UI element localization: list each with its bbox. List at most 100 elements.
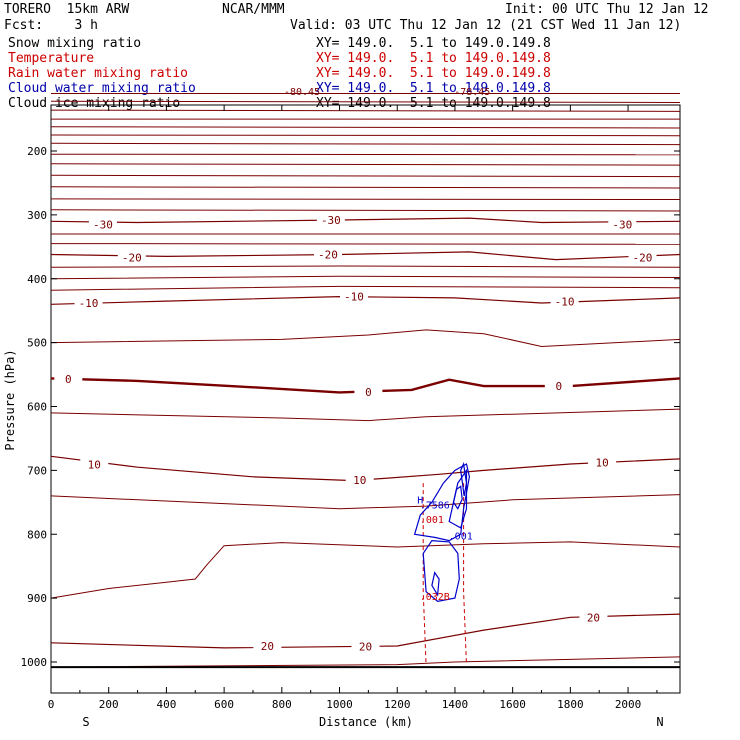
legend-xy-snow: XY= 149.0. 5.1 to 149.0.149.8 xyxy=(316,36,551,51)
x-tick-label: 1800 xyxy=(557,698,584,711)
contour-label-bg xyxy=(74,296,103,310)
contour-label: 10 xyxy=(353,474,366,487)
x-end-label-left: S xyxy=(82,715,89,729)
header-fcst: Fcst: 3 h xyxy=(4,18,98,33)
temperature-contour-line xyxy=(50,209,681,212)
legend-xy-temperature: XY= 149.0. 5.1 to 149.0.149.8 xyxy=(316,51,551,66)
cloud-water-contour xyxy=(431,571,440,597)
temperature-contour-line xyxy=(50,163,681,166)
temperature-contour-line xyxy=(50,656,681,668)
cloud-water-contour xyxy=(413,463,471,542)
temperature-contour-line xyxy=(50,186,681,189)
legend-xy-rain: XY= 149.0. 5.1 to 149.0.149.8 xyxy=(316,66,551,81)
temperature-contour-line xyxy=(50,541,681,599)
contour-label: -30 xyxy=(321,214,341,227)
temperature-contour-line xyxy=(50,174,681,178)
temperature-contour-line xyxy=(50,285,681,291)
temperature-contour-line xyxy=(50,198,681,200)
contour-label: -10 xyxy=(555,296,575,309)
x-tick-label: 200 xyxy=(99,698,119,711)
contour-label-bg xyxy=(351,639,380,653)
contour-label: 0 xyxy=(65,373,72,386)
contour-label: 20 xyxy=(261,640,274,653)
x-tick-label: 1200 xyxy=(384,698,411,711)
x-tick-label: 0 xyxy=(48,698,55,711)
legend-xy-cloud-ice: XY= 149.0. 5.1 to 149.0.149.8 xyxy=(316,96,551,111)
y-axis-label: Pressure (hPa) xyxy=(3,349,17,450)
contour-label: -10 xyxy=(344,291,364,304)
x-tick-label: 600 xyxy=(214,698,234,711)
contour-label-bg xyxy=(117,250,146,264)
legend-label-temperature: Temperature xyxy=(8,51,95,66)
y-tick-label: 500 xyxy=(27,337,47,350)
cloud-water-label: .001 xyxy=(449,531,473,542)
x-tick-label: 400 xyxy=(156,698,176,711)
contour-label-bg xyxy=(628,250,657,264)
contour-label: -30 xyxy=(93,218,113,231)
contour-label: -30 xyxy=(612,218,632,231)
legend-xy-cloud-water: XY= 149.0. 5.1 to 149.0.149.8 xyxy=(316,81,551,96)
temperature-contour-10 xyxy=(50,455,681,482)
y-tick-label: 300 xyxy=(27,209,47,222)
contour-label-bg xyxy=(588,455,617,469)
contour-label-bg xyxy=(313,247,342,261)
legend-label-cloud-water: Cloud water mixing ratio xyxy=(8,81,196,96)
x-tick-label: 800 xyxy=(272,698,292,711)
contour-label-bg xyxy=(316,212,345,226)
contour-label: 0 xyxy=(365,386,372,399)
contour-labels: -30 -30 -30 -20 -20 -20 -10 -10 -10 0 0 0 10 10 10 20 20… xyxy=(54,87,657,654)
header-org: NCAR/MMM xyxy=(222,2,285,17)
legend-label-cloud-ice: Cloud ice mixing ratio xyxy=(8,96,181,111)
legend-label-rain: Rain water mixing ratio xyxy=(8,66,189,81)
y-tick-label: 900 xyxy=(27,592,47,605)
temperature-contour-line xyxy=(50,126,681,129)
contour-label: 20 xyxy=(587,611,600,624)
temperature-contour-line xyxy=(50,494,681,510)
y-tick-label: 700 xyxy=(27,464,47,477)
contour-label: 10 xyxy=(595,457,608,470)
temperature-contour-line xyxy=(50,109,681,112)
y-tick-label: 1000 xyxy=(21,656,48,669)
header-model: TORERO 15km ARW xyxy=(4,2,130,17)
header-valid: Valid: 03 UTC Thu 12 Jan 12 (21 CST Wed … xyxy=(290,18,682,33)
cloud-features: .7586 .001 H .032B .001 xyxy=(51,461,680,669)
legend-label-snow: Snow mixing ratio xyxy=(8,36,142,51)
x-axis-label: Distance (km) xyxy=(319,715,413,729)
cloud-water-label: .7586 xyxy=(420,501,450,512)
header-init: Init: 00 UTC Thu 12 Jan 12 xyxy=(505,2,709,17)
cloud-water-contour xyxy=(460,461,468,497)
temperature-contour-line xyxy=(50,275,681,280)
x-tick-label: 1400 xyxy=(442,698,469,711)
contour-label: -20 xyxy=(318,248,338,261)
contour-label-bg xyxy=(54,372,83,386)
rain-contour xyxy=(422,483,427,666)
rain-water-label: .001 xyxy=(420,515,444,526)
contour-label-bg xyxy=(345,472,374,486)
temperature-contour-line xyxy=(50,100,681,103)
y-tick-label: 600 xyxy=(27,401,47,414)
temperature-contour--20 xyxy=(50,251,681,261)
top-contour-label: -78.45 xyxy=(454,87,490,98)
temperature-contour-line xyxy=(50,134,681,137)
temperature-contour-0 xyxy=(50,377,681,394)
axes: 0 200 400 600 800 1000 1200 1400 1600 1800 2000200… xyxy=(21,105,680,711)
contour-label-bg xyxy=(608,217,637,231)
y-tick-label: 400 xyxy=(27,273,47,286)
contour-label-bg xyxy=(579,610,608,624)
contour-label: -20 xyxy=(633,252,653,265)
y-tick-label: 200 xyxy=(27,145,47,158)
temperature-contour-line xyxy=(50,408,681,422)
contour-label-bg xyxy=(88,217,117,231)
cloud-water-label: H xyxy=(417,496,423,507)
contour-label-bg xyxy=(354,384,383,398)
contour-label-bg xyxy=(80,457,109,471)
top-contour-label: -80.45 xyxy=(284,87,320,98)
contour-label-bg xyxy=(253,639,282,653)
temperature-contours xyxy=(50,93,681,668)
contour-label: 20 xyxy=(359,641,372,654)
rain-water-label: .032B xyxy=(420,592,450,603)
contour-label-bg xyxy=(339,289,368,303)
temperature-contour-line xyxy=(50,153,681,156)
contour-label-bg xyxy=(544,379,573,393)
contour-label: 10 xyxy=(88,459,101,472)
